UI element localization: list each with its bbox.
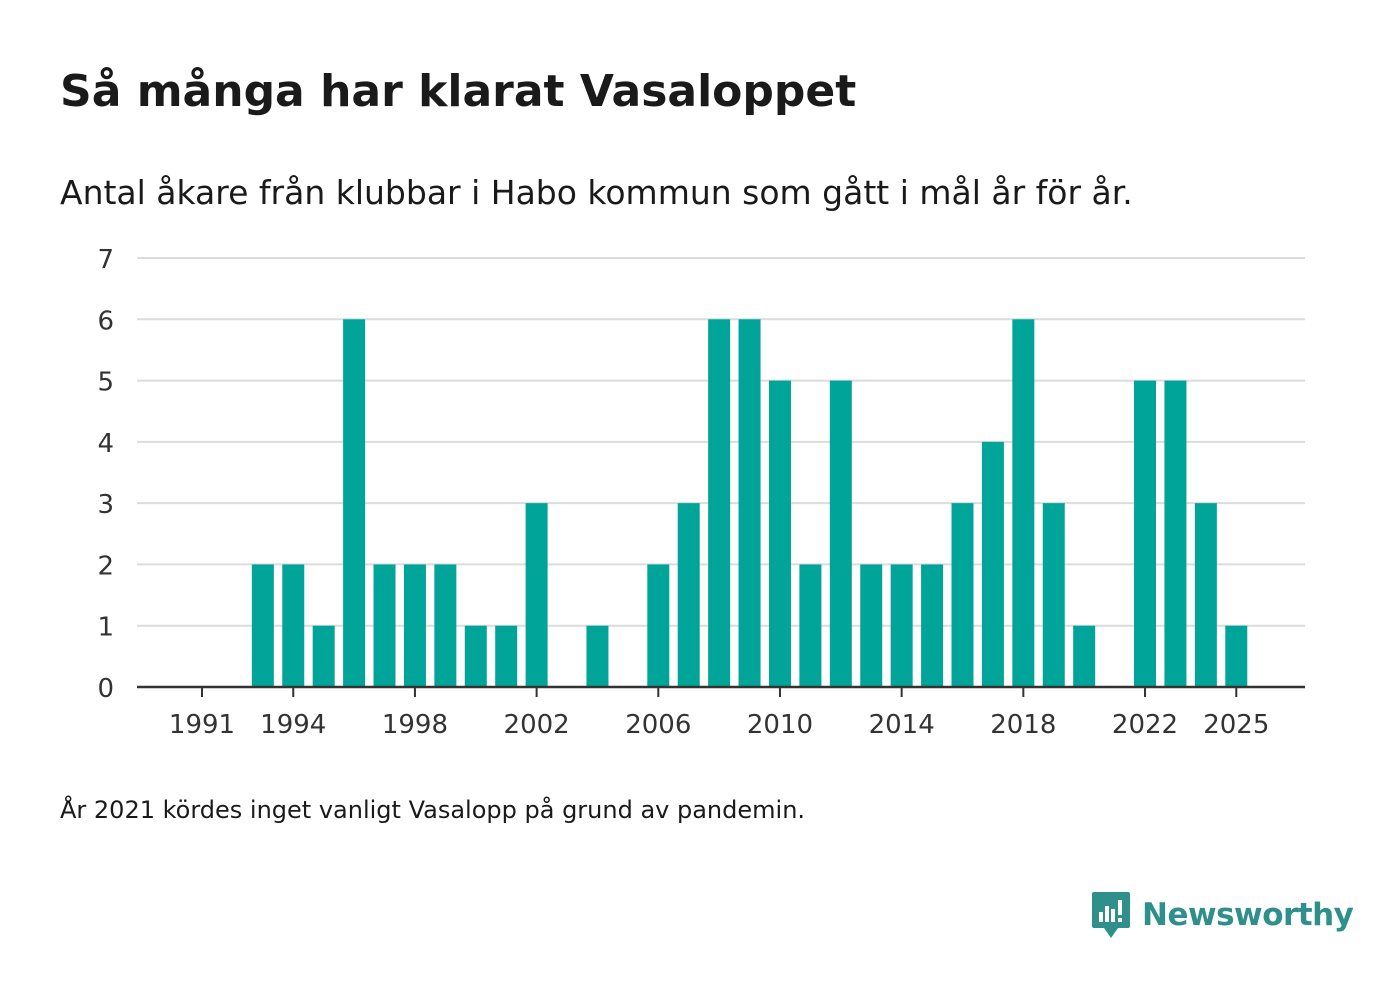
bar-2007 bbox=[677, 503, 700, 687]
bar-2022 bbox=[1134, 380, 1157, 687]
bar-2018 bbox=[1012, 319, 1035, 687]
x-tick-label: 2025 bbox=[1203, 710, 1269, 740]
bars bbox=[251, 319, 1248, 687]
bar-2006 bbox=[647, 564, 670, 687]
bar-2019 bbox=[1042, 503, 1065, 687]
bar-1996 bbox=[343, 319, 366, 687]
x-tick-label: 2014 bbox=[869, 710, 935, 740]
y-tick-label: 6 bbox=[97, 306, 114, 336]
bar-2015 bbox=[921, 564, 944, 687]
axes: 0 1 2 3 4 5 6 7 1991 1994 1998 2002 2006 2010 2014 2018… bbox=[97, 245, 1305, 740]
bar-2024 bbox=[1194, 503, 1217, 687]
chart-subtitle: Antal åkare från klubbar i Habo kommun s… bbox=[60, 173, 1133, 212]
bar-1997 bbox=[373, 564, 396, 687]
bar-2009 bbox=[738, 319, 761, 687]
bar-2012 bbox=[829, 380, 852, 687]
bar-1994 bbox=[282, 564, 305, 687]
y-tick-label: 0 bbox=[97, 674, 114, 704]
bar-1998 bbox=[403, 564, 426, 687]
x-tick-label: 1998 bbox=[382, 710, 448, 740]
x-tick-label: 2022 bbox=[1112, 710, 1178, 740]
x-tick-label: 2018 bbox=[990, 710, 1056, 740]
newsworthy-logo-icon bbox=[1092, 892, 1130, 938]
brand-name: Newsworthy bbox=[1142, 897, 1354, 933]
bar-2025 bbox=[1225, 625, 1248, 687]
x-tick-label: 2006 bbox=[625, 710, 691, 740]
bar-2002 bbox=[525, 503, 548, 687]
chart-title: Så många har klarat Vasaloppet bbox=[60, 66, 857, 117]
x-tick-label: 1991 bbox=[169, 710, 235, 740]
bar-2001 bbox=[495, 625, 518, 687]
bar-2014 bbox=[890, 564, 913, 687]
y-tick-label: 5 bbox=[97, 368, 114, 398]
bar-2000 bbox=[464, 625, 487, 687]
brand-logo: Newsworthy bbox=[1090, 890, 1354, 940]
bar-1993 bbox=[251, 564, 274, 687]
x-tick-label: 1994 bbox=[260, 710, 326, 740]
y-tick-label: 4 bbox=[97, 429, 114, 459]
bar-2004 bbox=[586, 625, 609, 687]
bar-1999 bbox=[434, 564, 457, 687]
footnote: År 2021 kördes inget vanligt Vasalopp på… bbox=[60, 796, 806, 824]
bar-2011 bbox=[799, 564, 822, 687]
y-tick-label: 3 bbox=[97, 490, 114, 520]
bar-2008 bbox=[708, 319, 731, 687]
y-tick-label: 7 bbox=[97, 245, 114, 275]
bar-2010 bbox=[768, 380, 791, 687]
bar-2023 bbox=[1164, 380, 1187, 687]
bar-2016 bbox=[951, 503, 974, 687]
x-tick-label: 2002 bbox=[504, 710, 570, 740]
y-tick-label: 1 bbox=[97, 613, 114, 643]
bar-2013 bbox=[860, 564, 883, 687]
x-tick-label: 2010 bbox=[747, 710, 813, 740]
bar-2020 bbox=[1073, 625, 1096, 687]
bar-2017 bbox=[981, 441, 1004, 687]
bar-1995 bbox=[312, 625, 335, 687]
y-tick-label: 2 bbox=[97, 551, 114, 581]
